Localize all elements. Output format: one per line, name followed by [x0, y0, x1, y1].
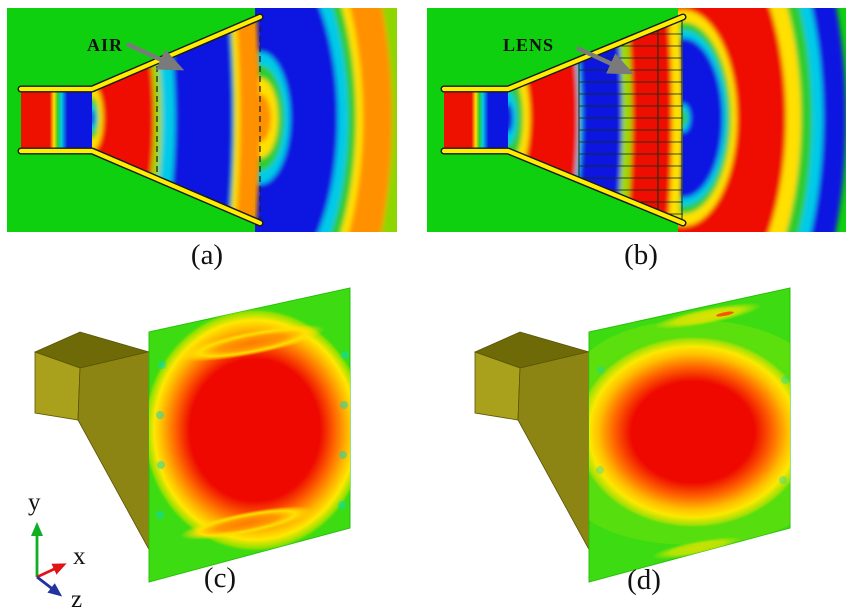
- panel-a-radiated-waves: [255, 8, 397, 232]
- x-axis-arrow: [36, 563, 67, 579]
- field-plane-c: [148, 287, 351, 583]
- panel-a-waveguide-field: [21, 88, 96, 152]
- panel-b-radiated-waves: [678, 8, 846, 232]
- panel-b-waveguide-field: [444, 88, 516, 152]
- lens-annotation-label: LENS: [503, 35, 554, 55]
- sidelobe-bottom-c: [180, 506, 314, 540]
- panel-b-field-map: LENS: [427, 8, 846, 232]
- z-axis-arrow: [36, 575, 63, 597]
- main-beam-spot-c: [149, 308, 350, 552]
- caption-d: (d): [627, 564, 661, 596]
- horn-3d-body-d: [473, 331, 593, 556]
- field-plane-d: [588, 287, 791, 583]
- lens-annotation-arrow-icon: [576, 45, 635, 75]
- panel-a-field-map: AIR: [7, 8, 397, 232]
- horn-3d-body-c: [33, 331, 153, 556]
- main-beam-spot-d: [589, 335, 790, 529]
- plane-ripples-d: [596, 366, 789, 484]
- air-annotation-arrow-icon: [126, 41, 185, 71]
- panel-d-3d-view: [473, 287, 791, 583]
- air-annotation-label: AIR: [87, 35, 123, 55]
- sidelobe-top-peak-d: [716, 311, 734, 317]
- sidelobe-top-c: [179, 324, 325, 362]
- sidelobe-bottom-d: [651, 536, 743, 560]
- caption-a: (a): [190, 239, 224, 271]
- panel-c-3d-view: [33, 287, 351, 583]
- axis-triad: y x z: [28, 489, 86, 612]
- caption-b: (b): [624, 239, 658, 271]
- plane-ripples-c: [156, 351, 349, 519]
- z-axis-label: z: [71, 586, 82, 612]
- x-axis-label: x: [73, 543, 86, 570]
- caption-c: (c): [203, 562, 237, 594]
- panel-a-horn-walls: [17, 13, 264, 227]
- panel-b-horn-walls: [440, 13, 687, 227]
- sidelobe-top-d: [653, 302, 763, 330]
- y-axis-label: y: [28, 489, 41, 516]
